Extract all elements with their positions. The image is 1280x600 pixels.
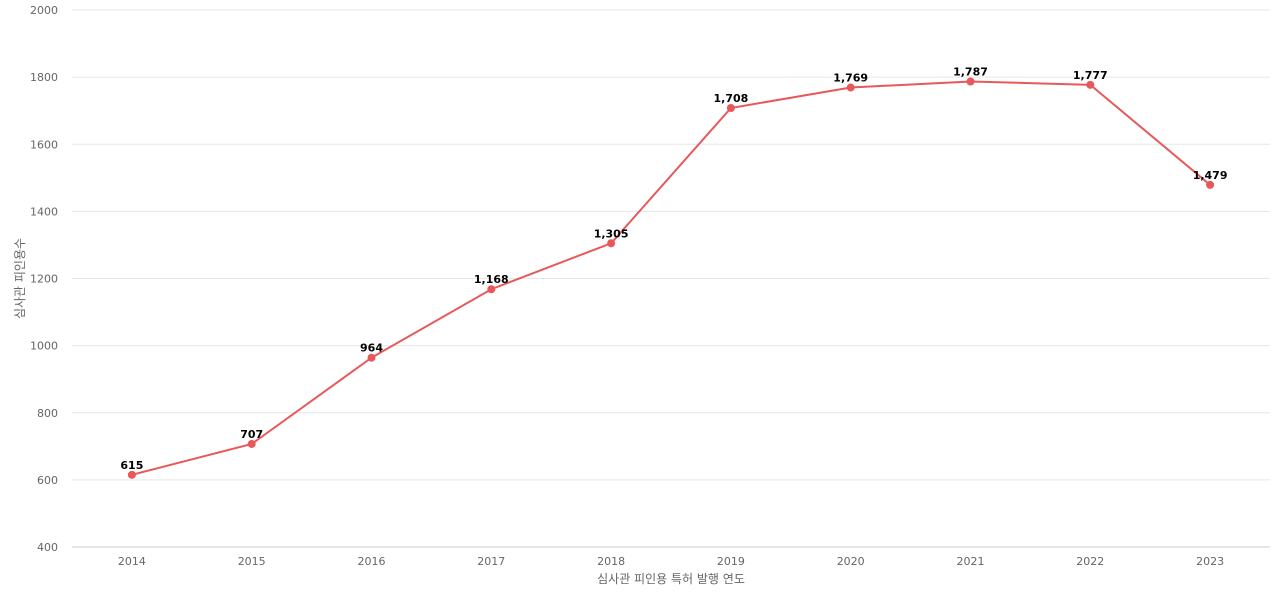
y-tick-label: 1200: [30, 273, 58, 286]
data-point[interactable]: [607, 239, 616, 248]
data-label: 1,787: [953, 65, 988, 78]
y-tick-label: 1600: [30, 138, 58, 151]
x-tick-label: 2022: [1076, 555, 1104, 568]
y-tick-label: 400: [37, 541, 58, 554]
data-point[interactable]: [846, 83, 855, 92]
y-tick-label: 1800: [30, 71, 58, 84]
x-tick-label: 2021: [957, 555, 985, 568]
data-point[interactable]: [487, 285, 496, 294]
data-point[interactable]: [726, 104, 735, 113]
data-point[interactable]: [966, 77, 975, 86]
y-tick-label: 600: [37, 474, 58, 487]
x-tick-label: 2014: [118, 555, 146, 568]
data-label: 615: [120, 459, 143, 472]
data-label: 1,708: [714, 92, 749, 105]
data-label: 1,777: [1073, 69, 1108, 82]
data-label: 1,769: [833, 72, 868, 85]
data-points: [127, 77, 1215, 479]
data-label: 1,305: [594, 227, 629, 240]
data-point[interactable]: [1086, 80, 1095, 89]
data-label: 1,168: [474, 273, 509, 286]
data-label: 964: [360, 342, 383, 355]
x-tick-label: 2019: [717, 555, 745, 568]
x-tick-label: 2018: [597, 555, 625, 568]
data-point[interactable]: [367, 353, 376, 362]
data-point[interactable]: [1206, 180, 1215, 189]
x-axis-title: 심사관 피인용 특허 발행 연도: [597, 571, 745, 586]
data-label: 707: [240, 428, 263, 441]
x-axis-ticks: 2014 2015 2016 2017 2018 2019 2020 2021 2022 2023: [118, 555, 1224, 568]
y-axis-title: 심사관 피인용수: [13, 238, 27, 319]
data-point[interactable]: [247, 439, 256, 448]
x-tick-label: 2020: [837, 555, 865, 568]
x-tick-label: 2023: [1196, 555, 1224, 568]
y-axis-ticks: 400 600 800 1000 1200 1400 1600 1800 2000: [30, 4, 58, 554]
y-tick-label: 2000: [30, 4, 58, 17]
series-line: [131, 80, 1211, 476]
x-tick-label: 2016: [358, 555, 386, 568]
y-tick-label: 1000: [30, 340, 58, 353]
data-label: 1,479: [1193, 169, 1228, 182]
gridlines: [72, 9, 1270, 548]
y-tick-label: 1400: [30, 205, 58, 218]
x-tick-label: 2015: [238, 555, 266, 568]
x-tick-label: 2017: [477, 555, 505, 568]
data-point[interactable]: [127, 470, 136, 479]
y-tick-label: 800: [37, 407, 58, 420]
data-labels: 615 707 964 1,168 1,305 1,708 1,769 1,787 1,777 1…: [120, 65, 1227, 471]
